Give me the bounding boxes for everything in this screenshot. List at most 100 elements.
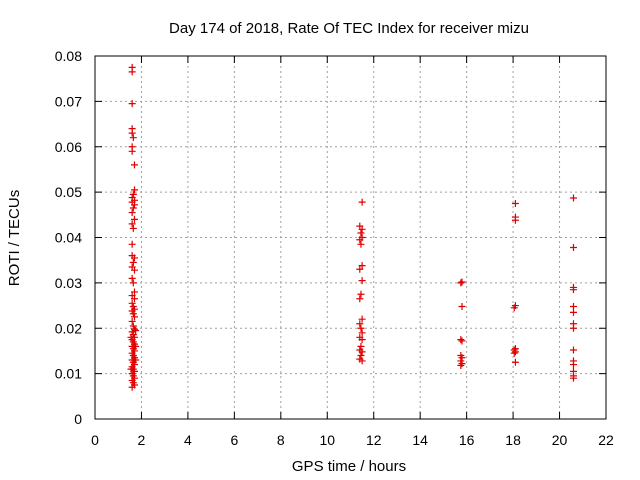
y-tick-label: 0.05 <box>55 184 82 200</box>
data-point <box>127 365 135 373</box>
data-point <box>356 236 364 244</box>
data-point <box>128 147 136 155</box>
data-point <box>358 315 366 323</box>
data-point <box>130 266 138 274</box>
data-point <box>129 134 137 142</box>
data-point <box>129 190 137 198</box>
data-point <box>129 279 137 287</box>
data-point <box>458 302 466 310</box>
data-point <box>569 324 577 332</box>
data-point <box>569 361 577 369</box>
data-point <box>357 229 365 237</box>
data-point <box>130 215 138 223</box>
y-tick-label: 0.06 <box>55 139 82 155</box>
data-point <box>511 358 519 366</box>
x-tick-label: 16 <box>459 432 475 448</box>
y-tick-label: 0.04 <box>55 230 82 246</box>
x-tick-labels: 0 2 4 6 8 10 12 14 16 18 20 22 <box>91 432 614 448</box>
data-point <box>510 304 518 312</box>
y-tick-label: 0.02 <box>55 320 82 336</box>
data-point <box>129 258 137 266</box>
data-point <box>569 308 577 316</box>
data-point <box>511 199 519 207</box>
data-point <box>569 194 577 202</box>
data-point <box>358 262 366 270</box>
data-point <box>129 224 137 232</box>
data-point <box>132 342 140 350</box>
data-point <box>511 348 519 356</box>
data-point <box>130 313 138 321</box>
data-point <box>128 317 136 325</box>
y-tick-label: 0 <box>74 411 82 427</box>
data-point <box>128 68 136 76</box>
y-axis-title: ROTI / TECUs <box>6 190 23 286</box>
data-point <box>357 324 365 332</box>
data-point <box>128 209 136 217</box>
data-point <box>357 342 365 350</box>
data-point <box>569 302 577 310</box>
data-point <box>358 277 366 285</box>
data-point <box>358 225 366 233</box>
y-tick-label: 0.08 <box>55 48 82 64</box>
data-point <box>356 265 364 273</box>
data-point <box>128 383 136 391</box>
x-axis-title: GPS time / hours <box>292 458 406 475</box>
grid-lines <box>95 56 606 419</box>
data-point <box>130 161 138 169</box>
data-point <box>129 204 137 212</box>
data-point <box>457 336 465 344</box>
data-point <box>458 278 466 286</box>
data-point <box>132 327 140 335</box>
y-tick-label: 0.01 <box>55 366 82 382</box>
data-point <box>358 198 366 206</box>
data-point <box>358 357 366 365</box>
data-point <box>129 322 137 330</box>
data-point <box>569 374 577 382</box>
data-point <box>358 329 366 337</box>
x-tick-label: 0 <box>91 432 99 448</box>
x-tick-label: 10 <box>319 432 335 448</box>
x-tick-label: 6 <box>230 432 238 448</box>
data-point <box>128 240 136 248</box>
x-tick-label: 14 <box>412 432 428 448</box>
data-point <box>457 279 465 287</box>
data-point <box>358 348 366 356</box>
data-point <box>129 310 137 318</box>
x-tick-label: 2 <box>138 432 146 448</box>
data-points <box>127 63 577 391</box>
y-tick-labels: 0 0.01 0.02 0.03 0.04 0.05 0.06 0.07 0.08 <box>55 48 82 427</box>
x-tick-label: 4 <box>184 432 192 448</box>
data-point <box>358 336 366 344</box>
x-tick-label: 12 <box>366 432 382 448</box>
data-point <box>128 274 136 282</box>
data-point <box>128 100 136 108</box>
data-point <box>510 349 518 357</box>
data-point <box>357 240 365 248</box>
data-point <box>357 290 365 298</box>
data-point <box>128 220 136 228</box>
data-point <box>130 201 138 209</box>
data-point <box>356 295 364 303</box>
plot-frame <box>94 55 607 420</box>
data-point <box>458 354 466 362</box>
data-point <box>569 286 577 294</box>
data-point <box>127 333 135 341</box>
data-point <box>458 337 466 345</box>
data-point <box>511 216 519 224</box>
data-point <box>130 295 138 303</box>
data-point <box>569 243 577 251</box>
data-point <box>128 299 136 307</box>
y-tick-label: 0.03 <box>55 275 82 291</box>
data-point <box>357 351 365 359</box>
data-point <box>569 346 577 354</box>
y-tick-label: 0.07 <box>55 93 82 109</box>
data-point <box>130 186 138 194</box>
x-tick-label: 8 <box>277 432 285 448</box>
data-point <box>130 288 138 296</box>
data-point <box>132 356 140 364</box>
data-point <box>128 129 136 137</box>
data-point <box>130 254 138 262</box>
data-point <box>457 361 465 369</box>
x-tick-label: 20 <box>552 432 568 448</box>
